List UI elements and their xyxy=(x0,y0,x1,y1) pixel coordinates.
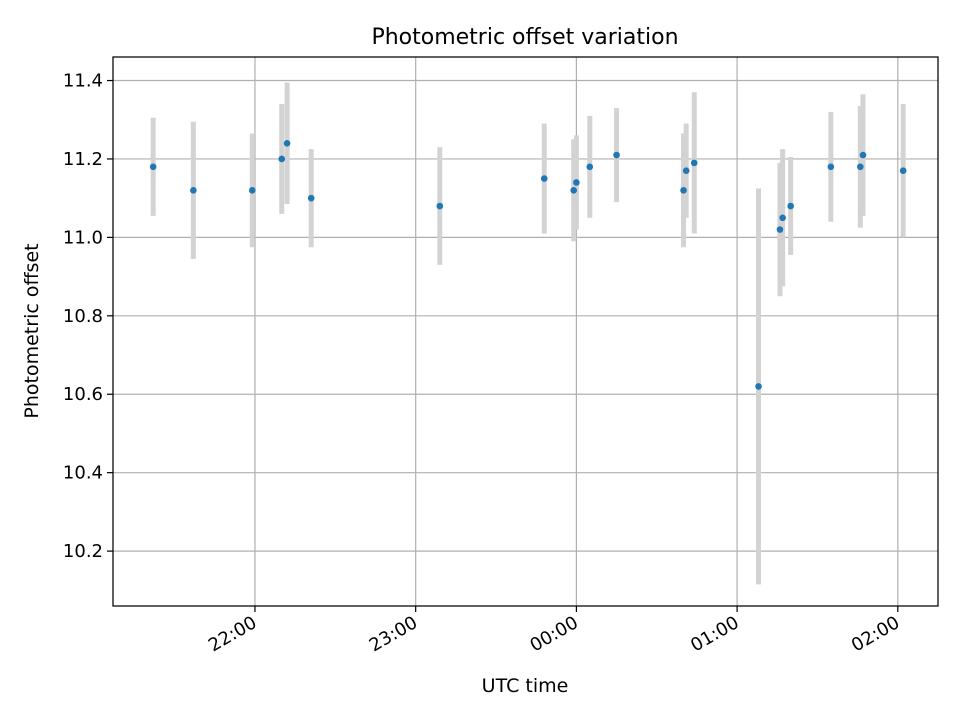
x-axis-ticks: 22:00 23:00 00:00 01:00 02:00 xyxy=(205,606,903,656)
y-tick-label: 11.2 xyxy=(63,149,103,170)
data-point xyxy=(755,383,762,390)
data-point xyxy=(776,226,784,233)
data-point xyxy=(573,179,580,186)
data-point xyxy=(570,187,578,194)
data-point xyxy=(899,167,907,175)
data-point xyxy=(307,194,315,202)
data-point xyxy=(190,187,197,194)
y-tick-label: 10.6 xyxy=(63,384,103,405)
data-points xyxy=(149,139,907,390)
data-point xyxy=(682,167,690,175)
y-axis-ticks: 10.2 10.4 10.6 10.8 11.0 11.2 11.4 xyxy=(63,71,113,562)
chart-title: Photometric offset variation xyxy=(371,25,678,50)
data-point xyxy=(149,163,157,171)
data-point xyxy=(690,159,698,167)
x-tick-label: 01:00 xyxy=(687,612,742,656)
y-axis-label: Photometric offset xyxy=(21,243,43,418)
x-tick-label: 23:00 xyxy=(366,612,421,656)
x-axis-label: UTC time xyxy=(482,675,569,697)
data-point xyxy=(248,187,256,194)
data-point xyxy=(827,163,835,171)
y-tick-label: 11.0 xyxy=(63,227,103,248)
y-tick-label: 10.8 xyxy=(63,306,103,327)
y-tick-label: 11.4 xyxy=(63,71,103,92)
data-point xyxy=(787,202,794,210)
data-point xyxy=(586,163,594,171)
x-tick-label: 02:00 xyxy=(848,612,903,656)
data-point xyxy=(540,175,548,182)
data-point xyxy=(278,155,286,163)
data-point xyxy=(859,151,867,159)
data-point xyxy=(680,187,687,194)
data-point xyxy=(779,214,786,222)
data-point xyxy=(613,151,620,159)
grid-lines xyxy=(113,57,938,606)
data-point xyxy=(436,202,444,210)
x-tick-label: 22:00 xyxy=(205,612,260,656)
error-bars xyxy=(150,82,906,585)
data-point xyxy=(283,139,291,147)
y-tick-label: 10.4 xyxy=(63,463,103,484)
y-tick-label: 10.2 xyxy=(63,541,103,562)
plot-frame xyxy=(112,56,939,607)
x-tick-label: 00:00 xyxy=(526,612,581,656)
data-point xyxy=(857,163,864,171)
